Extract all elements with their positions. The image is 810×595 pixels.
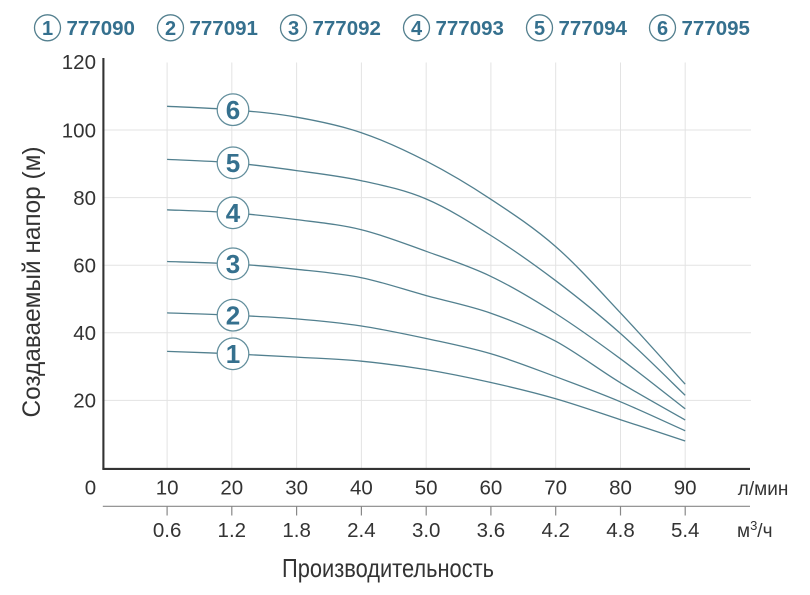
svg-text:90: 90	[674, 477, 697, 500]
svg-text:1: 1	[226, 339, 240, 369]
svg-text:Создаваемый напор (м): Создаваемый напор (м)	[18, 147, 46, 418]
svg-text:70: 70	[544, 477, 567, 500]
svg-text:777095: 777095	[682, 17, 750, 40]
svg-text:2: 2	[165, 18, 176, 40]
svg-text:4: 4	[411, 18, 423, 40]
svg-text:3.6: 3.6	[477, 519, 506, 542]
svg-text:0: 0	[85, 477, 96, 500]
svg-text:1.8: 1.8	[282, 519, 311, 542]
svg-text:30: 30	[285, 477, 308, 500]
svg-text:40: 40	[73, 322, 96, 345]
svg-text:777094: 777094	[559, 17, 628, 40]
svg-text:40: 40	[350, 477, 373, 500]
svg-text:0.6: 0.6	[153, 519, 182, 542]
svg-text:80: 80	[609, 477, 632, 500]
svg-text:777093: 777093	[436, 17, 504, 40]
svg-text:20: 20	[220, 477, 243, 500]
svg-text:3.0: 3.0	[412, 519, 441, 542]
svg-text:777092: 777092	[313, 17, 381, 40]
svg-text:1.2: 1.2	[218, 519, 247, 542]
svg-text:60: 60	[479, 477, 502, 500]
svg-text:3: 3	[288, 18, 299, 40]
svg-text:80: 80	[73, 187, 96, 210]
svg-text:5: 5	[534, 18, 545, 40]
svg-text:5.4: 5.4	[671, 519, 700, 542]
svg-text:2.4: 2.4	[347, 519, 376, 542]
svg-text:777090: 777090	[67, 17, 135, 40]
svg-text:6: 6	[657, 18, 668, 40]
svg-text:л/мин: л/мин	[738, 479, 789, 500]
svg-text:Производительность: Производительность	[282, 553, 494, 583]
svg-text:100: 100	[62, 120, 96, 143]
svg-text:50: 50	[415, 477, 438, 500]
svg-text:20: 20	[73, 390, 96, 413]
svg-text:3: 3	[226, 249, 240, 279]
svg-text:4: 4	[226, 198, 241, 228]
svg-text:6: 6	[226, 95, 240, 125]
svg-text:777091: 777091	[190, 17, 258, 40]
svg-text:2: 2	[226, 301, 240, 331]
svg-text:60: 60	[73, 255, 96, 278]
svg-text:120: 120	[62, 51, 96, 74]
svg-text:5: 5	[226, 148, 240, 178]
svg-text:4.2: 4.2	[541, 519, 570, 542]
svg-text:4.8: 4.8	[606, 519, 635, 542]
svg-text:10: 10	[156, 477, 179, 500]
svg-text:1: 1	[42, 18, 53, 40]
